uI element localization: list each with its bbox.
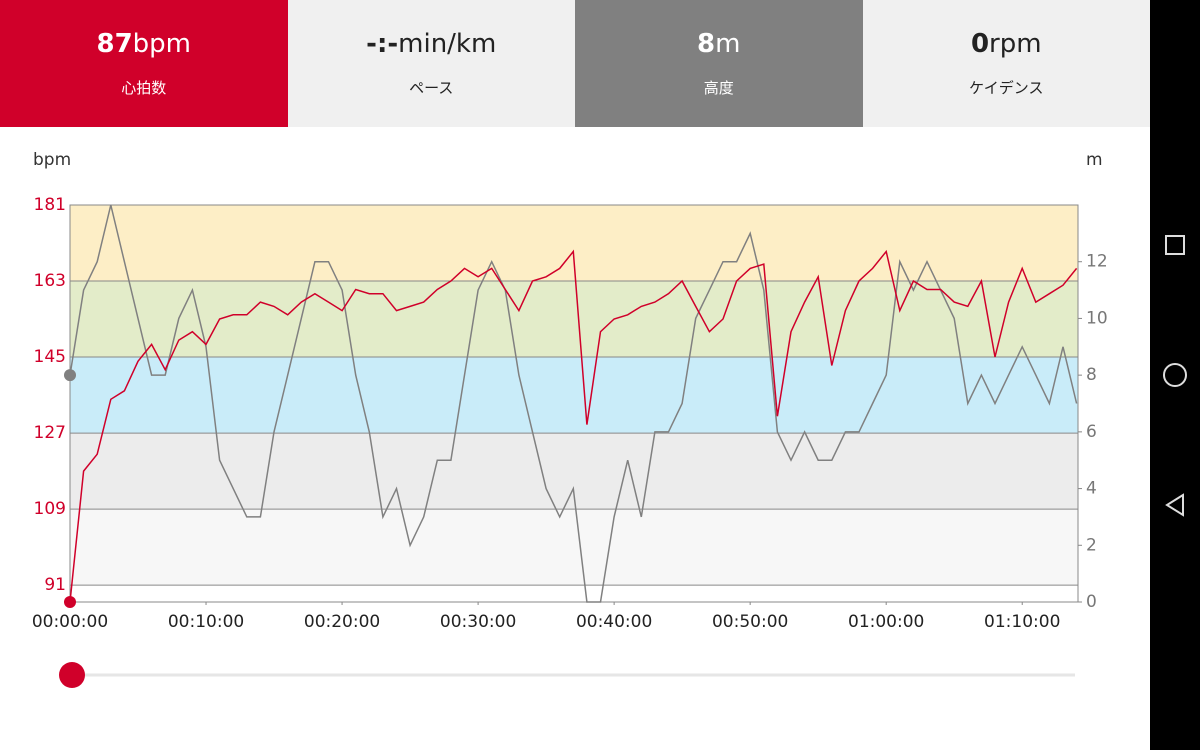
- y2-tick-label: 2: [1086, 535, 1097, 555]
- recent-button[interactable]: [1165, 235, 1185, 255]
- y-tick-label: 163: [34, 271, 66, 291]
- x-tick-label: 00:00:00: [32, 612, 108, 632]
- back-button[interactable]: [1165, 493, 1184, 517]
- tab[interactable]: -:-min/km ペース: [287, 0, 575, 127]
- zone-band: [70, 357, 1078, 434]
- tab-value: 0rpm: [971, 29, 1042, 59]
- tab-label: ペース: [409, 79, 454, 97]
- zone-band: [70, 281, 1078, 358]
- x-tick-label: 00:50:00: [712, 612, 788, 632]
- slider-thumb[interactable]: [59, 662, 85, 688]
- tab[interactable]: 8m 高度: [575, 0, 863, 127]
- chart: 181 163 145 127 109 91 0 2 4 6 8 10 12 bpm m 00:00:00 00…: [32, 150, 1108, 688]
- y2-tick-label: 0: [1086, 592, 1097, 612]
- value-number: -:-: [366, 29, 399, 59]
- value-number: 8: [697, 29, 716, 59]
- tab[interactable]: 0rpm ケイデンス: [862, 0, 1150, 127]
- value-unit: bpm: [132, 29, 192, 59]
- cursor-dot: [64, 596, 76, 608]
- x-tick-label: 01:00:00: [848, 612, 924, 632]
- x-tick-label: 00:40:00: [576, 612, 652, 632]
- tab-value: -:-min/km: [366, 29, 496, 59]
- y2-tick-label: 12: [1086, 252, 1108, 272]
- y-tick-label: 109: [34, 499, 66, 519]
- y2-tick-label: 8: [1086, 365, 1097, 385]
- y-axis-label: bpm: [33, 150, 71, 170]
- value-number: 0: [970, 29, 990, 59]
- value-unit: m: [715, 29, 741, 59]
- y2-tick-label: 10: [1086, 308, 1108, 328]
- tab-label: ケイデンス: [969, 79, 1044, 97]
- x-tick-label: 00:20:00: [304, 612, 380, 632]
- tab-value: 8m: [697, 29, 740, 59]
- home-button[interactable]: [1163, 363, 1187, 387]
- x-tick-label: 00:10:00: [168, 612, 244, 632]
- y-tick-label: 127: [34, 423, 66, 443]
- y-tick-label: 91: [44, 575, 66, 595]
- value-number: 87: [96, 29, 133, 59]
- plot-frame: [69, 204, 1079, 603]
- value-unit: min/km: [398, 29, 497, 59]
- x-tick-label: 01:10:00: [984, 612, 1060, 632]
- y-tick-label: 181: [34, 195, 66, 215]
- value-unit: rpm: [989, 29, 1042, 59]
- tab-value: 87bpm: [96, 29, 191, 59]
- x-tick-label: 00:30:00: [440, 612, 516, 632]
- zone-band: [70, 509, 1078, 586]
- y2-axis-label: m: [1086, 150, 1103, 170]
- tab-label: 高度: [703, 79, 734, 97]
- series-line: [69, 204, 1078, 603]
- series-line: [69, 249, 1078, 603]
- y2-tick-label: 4: [1086, 479, 1097, 499]
- tab-bar: 87bpm 心拍数 -:-min/km ペース 8m 高度 0rpm ケイデンス: [0, 0, 1150, 127]
- y2-tick-label: 6: [1086, 422, 1097, 442]
- cursor-dot: [64, 369, 76, 382]
- tab-label: 心拍数: [121, 79, 167, 97]
- nav-bar: [1150, 0, 1200, 750]
- tab[interactable]: 87bpm 心拍数: [0, 0, 288, 127]
- y-tick-label: 145: [34, 347, 66, 367]
